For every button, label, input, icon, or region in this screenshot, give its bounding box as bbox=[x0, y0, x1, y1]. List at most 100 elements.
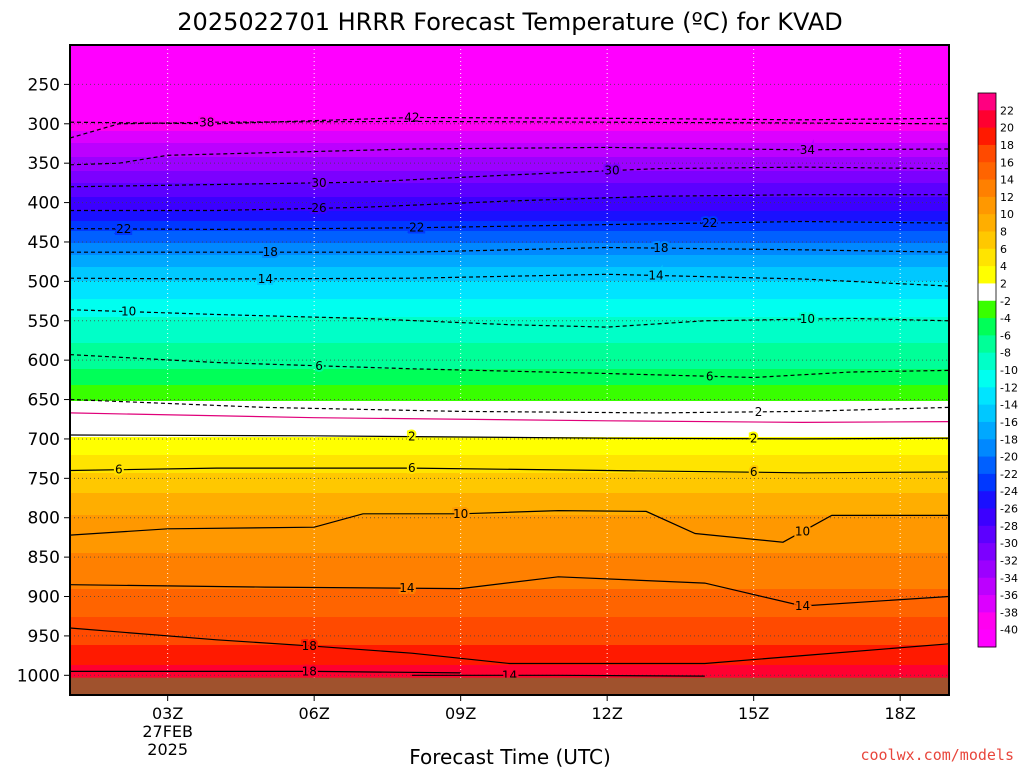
temperature-band bbox=[70, 289, 949, 292]
temperature-band bbox=[70, 75, 949, 78]
colorbar-label: 18 bbox=[1000, 139, 1014, 152]
temperature-band bbox=[70, 103, 949, 106]
contour-label: 10 bbox=[453, 507, 468, 521]
temperature-band bbox=[70, 317, 949, 320]
contour-label: 6 bbox=[706, 369, 714, 383]
temperature-band bbox=[70, 199, 949, 202]
temperature-band bbox=[70, 157, 949, 160]
temperature-band bbox=[70, 95, 949, 98]
temperature-band bbox=[70, 233, 949, 236]
temperature-band bbox=[70, 161, 949, 164]
temperature-band bbox=[70, 455, 949, 458]
temperature-band bbox=[70, 275, 949, 278]
temperature-band bbox=[70, 603, 949, 606]
temperature-band bbox=[70, 399, 949, 402]
temperature-band bbox=[70, 59, 949, 62]
temperature-band bbox=[70, 493, 949, 496]
temperature-band bbox=[70, 655, 949, 658]
temperature-band bbox=[70, 573, 949, 576]
y-tick-label: 750 bbox=[28, 469, 60, 489]
temperature-band bbox=[70, 81, 949, 84]
temperature-band bbox=[70, 635, 949, 638]
x-tick-label: 15Z bbox=[738, 704, 769, 723]
temperature-band bbox=[70, 101, 949, 104]
temperature-band bbox=[70, 119, 949, 122]
colorbar-label: 2 bbox=[1000, 277, 1007, 290]
temperature-band bbox=[70, 343, 949, 346]
temperature-band bbox=[70, 479, 949, 482]
temperature-band bbox=[70, 669, 949, 672]
temperature-band bbox=[70, 135, 949, 138]
temperature-band bbox=[70, 643, 949, 646]
surface-ground bbox=[70, 677, 949, 695]
temperature-band bbox=[70, 131, 949, 134]
contour-line bbox=[70, 509, 949, 543]
temperature-band bbox=[70, 361, 949, 364]
temperature-band bbox=[70, 177, 949, 180]
contour-line bbox=[411, 674, 705, 677]
temperature-band bbox=[70, 221, 949, 224]
temperature-band bbox=[70, 637, 949, 640]
colorbar-swatch bbox=[978, 612, 996, 631]
temperature-band bbox=[70, 51, 949, 54]
x-tick-label: 06Z bbox=[299, 704, 330, 723]
temperature-band bbox=[70, 661, 949, 664]
temperature-band bbox=[70, 281, 949, 284]
temperature-band bbox=[70, 321, 949, 324]
temperature-band bbox=[70, 571, 949, 574]
temperature-band bbox=[70, 569, 949, 572]
temperature-band bbox=[70, 85, 949, 88]
colorbar-swatch bbox=[978, 318, 996, 336]
contour-line bbox=[70, 246, 949, 253]
contour-label: 10 bbox=[800, 312, 815, 326]
y-axis: 250 300 350 400 450 500 550 600 650 700 750 800 850 9… bbox=[17, 75, 70, 686]
temperature-band bbox=[70, 601, 949, 604]
temperature-band bbox=[70, 311, 949, 314]
credit-link[interactable]: coolwx.com/models bbox=[860, 746, 1014, 764]
temperature-band bbox=[70, 207, 949, 210]
colorbar-label: -20 bbox=[1000, 451, 1018, 464]
temperature-band bbox=[70, 633, 949, 636]
temperature-band bbox=[70, 629, 949, 632]
temperature-band bbox=[70, 387, 949, 390]
colorbar-label: -8 bbox=[1000, 347, 1011, 360]
temperature-band bbox=[70, 299, 949, 302]
temperature-band bbox=[70, 623, 949, 626]
temperature-band bbox=[70, 437, 949, 440]
temperature-band bbox=[70, 141, 949, 144]
x-tick-label: 12Z bbox=[592, 704, 623, 723]
contour-line bbox=[70, 412, 949, 424]
colorbar-label: -6 bbox=[1000, 329, 1011, 342]
temperature-band bbox=[70, 285, 949, 288]
temperature-band bbox=[70, 269, 949, 272]
temperature-band bbox=[70, 553, 949, 556]
temperature-band bbox=[70, 657, 949, 660]
colorbar-swatch bbox=[978, 473, 996, 492]
colorbar-swatch bbox=[978, 300, 996, 319]
temperature-band bbox=[70, 353, 949, 356]
temperature-band bbox=[70, 273, 949, 276]
temperature-band bbox=[70, 127, 949, 130]
temperature-band bbox=[70, 109, 949, 112]
contour-line bbox=[70, 467, 949, 474]
temperature-band bbox=[70, 247, 949, 250]
colorbar-label: -26 bbox=[1000, 503, 1018, 516]
temperature-band bbox=[70, 53, 949, 56]
temperature-band bbox=[70, 381, 949, 384]
contour-label: 18 bbox=[263, 245, 278, 259]
y-tick-label: 800 bbox=[28, 509, 60, 529]
temperature-band bbox=[70, 441, 949, 444]
temperature-band bbox=[70, 481, 949, 484]
temperature-band bbox=[70, 111, 949, 114]
temperature-band bbox=[70, 337, 949, 340]
temperature-band bbox=[70, 409, 949, 412]
temperature-bands bbox=[70, 45, 949, 695]
temperature-band bbox=[70, 83, 949, 86]
temperature-band bbox=[70, 241, 949, 244]
temperature-band bbox=[70, 475, 949, 478]
temperature-band bbox=[70, 167, 949, 170]
temperature-band bbox=[70, 521, 949, 524]
temperature-band bbox=[70, 545, 949, 548]
temperature-band bbox=[70, 659, 949, 662]
